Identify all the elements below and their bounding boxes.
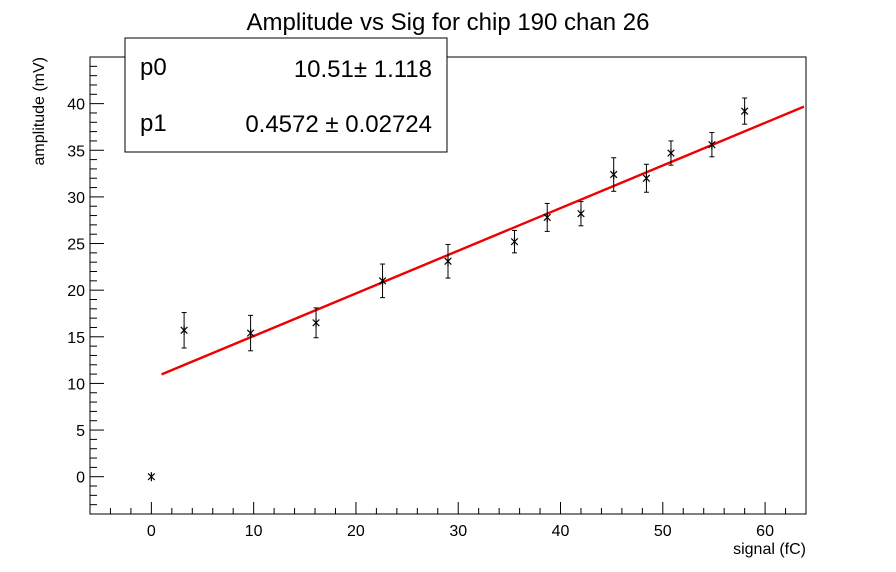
marker-stroke [642, 174, 651, 182]
data-point [147, 472, 156, 482]
y-tick-label: 15 [67, 330, 85, 347]
stats-box-frame [124, 37, 448, 153]
marker-stroke [667, 149, 675, 157]
y-tick-label: 30 [67, 190, 85, 207]
point-marker [642, 173, 651, 183]
y-tick-label: 5 [76, 423, 85, 440]
marker-stroke [740, 107, 749, 115]
data-point [180, 312, 188, 349]
marker-stroke [708, 140, 716, 149]
data-point [312, 307, 320, 339]
data-point [543, 202, 551, 232]
x-tick-label: 50 [654, 523, 672, 540]
axes: 0 10 20 30 40 50 60 0 5 10 15 20 25 30 35 40 [67, 56, 807, 540]
point-marker [510, 237, 519, 247]
y-tick-label: 0 [76, 470, 85, 487]
x-tick-label: 20 [347, 523, 365, 540]
point-marker [577, 209, 585, 219]
marker-stroke [510, 237, 519, 246]
x-axis-label: signal (fC) [733, 541, 806, 558]
y-tick-label: 35 [67, 143, 85, 160]
marker-stroke [543, 213, 551, 222]
param-p1-value: 0.4572 ± 0.02724 [245, 111, 432, 138]
data-point [667, 140, 675, 166]
point-marker [180, 325, 188, 335]
data-point [609, 157, 618, 192]
data-point [378, 263, 387, 299]
marker-stroke [378, 277, 387, 285]
marker-stroke [444, 257, 452, 265]
data-point [740, 97, 749, 125]
point-marker [667, 148, 675, 158]
param-p0-name: p0 [140, 54, 167, 81]
y-tick-label: 20 [67, 283, 85, 300]
data-point [246, 314, 255, 352]
point-marker [444, 256, 452, 266]
y-tick-label: 10 [67, 376, 85, 393]
x-tick-label: 10 [245, 523, 263, 540]
marker-stroke [609, 170, 618, 179]
point-marker [543, 212, 551, 222]
param-p1-name: p1 [140, 110, 167, 137]
marker-stroke [180, 326, 188, 334]
y-axis-label: amplitude (mV) [31, 57, 48, 165]
data-points [147, 97, 749, 482]
data-point [444, 243, 452, 279]
marker-stroke [577, 209, 585, 218]
point-marker [740, 106, 749, 116]
point-marker [312, 318, 320, 328]
data-point [577, 201, 585, 227]
data-point [642, 163, 651, 193]
y-tick-label: 40 [67, 97, 85, 114]
point-marker [147, 472, 156, 482]
fit-line [161, 105, 805, 376]
point-marker [708, 140, 716, 150]
y-tick-label: 25 [67, 237, 85, 254]
marker-stroke [147, 472, 156, 481]
marker-stroke [312, 319, 320, 327]
marker-stroke [246, 329, 255, 337]
point-marker [246, 328, 255, 338]
point-marker [609, 170, 618, 180]
chart-title: Amplitude vs Sig for chip 190 chan 26 [247, 9, 650, 36]
param-p0-value: 10.51± 1.118 [294, 56, 432, 83]
data-point [708, 132, 716, 158]
point-marker [378, 276, 387, 286]
x-tick-label: 40 [552, 523, 570, 540]
x-tick-label: 60 [756, 523, 774, 540]
fit-stats-box: p0 10.51± 1.118 p1 0.4572 ± 0.02724 [124, 37, 448, 153]
x-tick-label: 30 [449, 523, 467, 540]
plot-frame [89, 56, 807, 515]
data-point [510, 229, 519, 254]
x-tick-label: 0 [147, 523, 156, 540]
